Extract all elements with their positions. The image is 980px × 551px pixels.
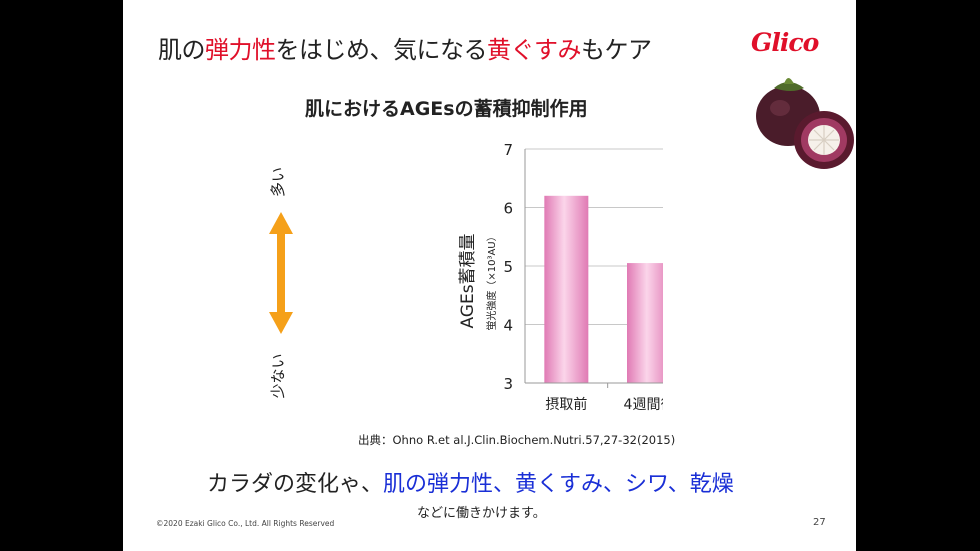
bar — [544, 195, 589, 383]
y-tick-label: 3 — [503, 375, 513, 393]
y-tick-label: 5 — [503, 258, 513, 276]
chart-title: 肌におけるAGEsの蓄積抑制作用 — [305, 98, 588, 120]
page-number: 27 — [813, 517, 826, 528]
y-tick-labels: 3 4 5 6 7 — [503, 141, 513, 393]
bar — [627, 263, 663, 383]
headline-part: もケア — [581, 36, 652, 64]
y-axis-sublabel: 蛍光強度（×10³AU） — [485, 231, 498, 330]
x-tick-labels: 摂取前4週間後8週間後 — [545, 383, 663, 413]
headline-highlight-elasticity: 弾力性 — [205, 36, 276, 64]
y-tick-label: 6 — [503, 200, 513, 218]
summary-text: カラダの変化ゃ、 — [207, 472, 384, 497]
y-axis-label: AGEs蓄積量 — [458, 233, 478, 328]
y-tick-label: 4 — [503, 317, 513, 335]
arrow-top-label: 多い — [269, 167, 287, 197]
headline-highlight-dullness: 黄ぐすみ — [487, 36, 582, 64]
slide-headline: 肌の弾力性をはじめ、気になる黄ぐすみもケア — [158, 30, 652, 65]
ages-bar-chart: 多い 少ない AGEs蓄積量 蛍光強度（×10³AU） 3 4 5 6 7 摂取前 4週間… — [269, 141, 663, 413]
x-tick-label: 摂取前 — [545, 396, 587, 413]
headline-part: をはじめ、気になる — [275, 36, 488, 64]
mangosteen-image — [756, 78, 854, 169]
slide: 肌の弾力性をはじめ、気になる黄ぐすみもケア Glico 肌におけるAGEsの蓄積… — [123, 0, 856, 551]
x-tick-label: 4週間後 — [624, 397, 663, 413]
summary-line-1: カラダの変化ゃ、肌の弾力性、黄くすみ、シワ、乾燥 — [207, 466, 734, 498]
direction-arrow — [269, 212, 293, 334]
glico-logo: Glico — [751, 28, 819, 57]
arrow-bottom-label: 少ない — [269, 353, 287, 398]
copyright: ©2020 Ezaki Glico Co., Ltd. All Rights R… — [156, 519, 335, 528]
y-tick-label: 7 — [503, 141, 513, 159]
summary-highlight: 肌の弾力性、黄くすみ、シワ、乾燥 — [383, 472, 734, 497]
headline-part: 肌の — [158, 36, 206, 64]
bars — [544, 195, 663, 383]
summary-line-2: などに働きかけます。 — [417, 506, 546, 521]
source-citation: 出典：Ohno R.et al.J.Clin.Biochem.Nutri.57,… — [358, 433, 676, 447]
